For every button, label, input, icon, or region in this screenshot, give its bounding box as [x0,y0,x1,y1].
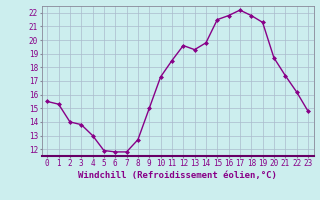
X-axis label: Windchill (Refroidissement éolien,°C): Windchill (Refroidissement éolien,°C) [78,171,277,180]
